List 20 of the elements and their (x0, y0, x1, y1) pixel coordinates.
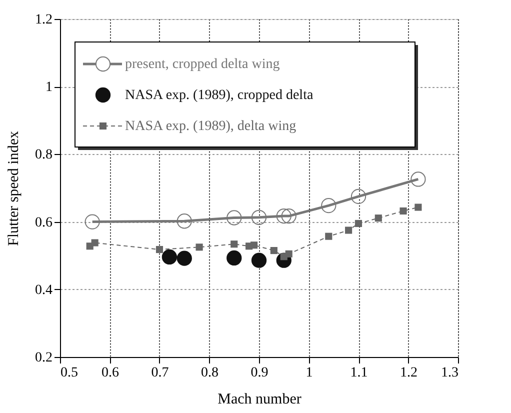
legend-label: present, cropped delta wing (125, 57, 280, 72)
x-tick-label: 0.7 (151, 366, 169, 380)
x-tick-label: 0.5 (60, 366, 78, 380)
x-tick-label: 0.6 (102, 366, 119, 380)
x-axis-title: Mach number (218, 392, 302, 408)
x-tick-label: 1.3 (441, 366, 458, 380)
x-tick-label: 1 (306, 366, 313, 380)
y-tick-label: 1.2 (35, 12, 52, 28)
y-tick-label: 0.6 (35, 215, 52, 230)
x-tick-label: 1.2 (400, 366, 418, 380)
y-tick-label: 0.4 (35, 282, 52, 298)
legend-label: NASA exp. (1989), cropped delta (125, 88, 314, 103)
x-tick-label: 0.8 (201, 366, 218, 380)
y-tick-label: 0.2 (35, 350, 52, 366)
x-tick-label: 0.9 (250, 366, 268, 380)
y-tick-label: 1 (46, 80, 52, 96)
y-axis-title: Flutter speed index (6, 130, 22, 246)
x-tick-label: 1.1 (350, 366, 368, 380)
y-tick-label: 0.8 (35, 148, 52, 163)
legend-label: NASA exp. (1989), delta wing (125, 119, 296, 134)
